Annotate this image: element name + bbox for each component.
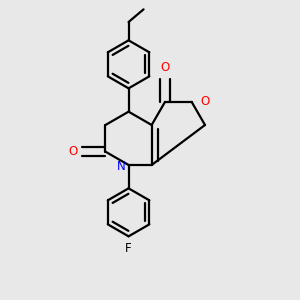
Text: O: O	[200, 95, 209, 108]
Text: O: O	[68, 145, 77, 158]
Text: O: O	[160, 61, 169, 74]
Text: N: N	[116, 160, 125, 173]
Text: F: F	[125, 242, 132, 255]
